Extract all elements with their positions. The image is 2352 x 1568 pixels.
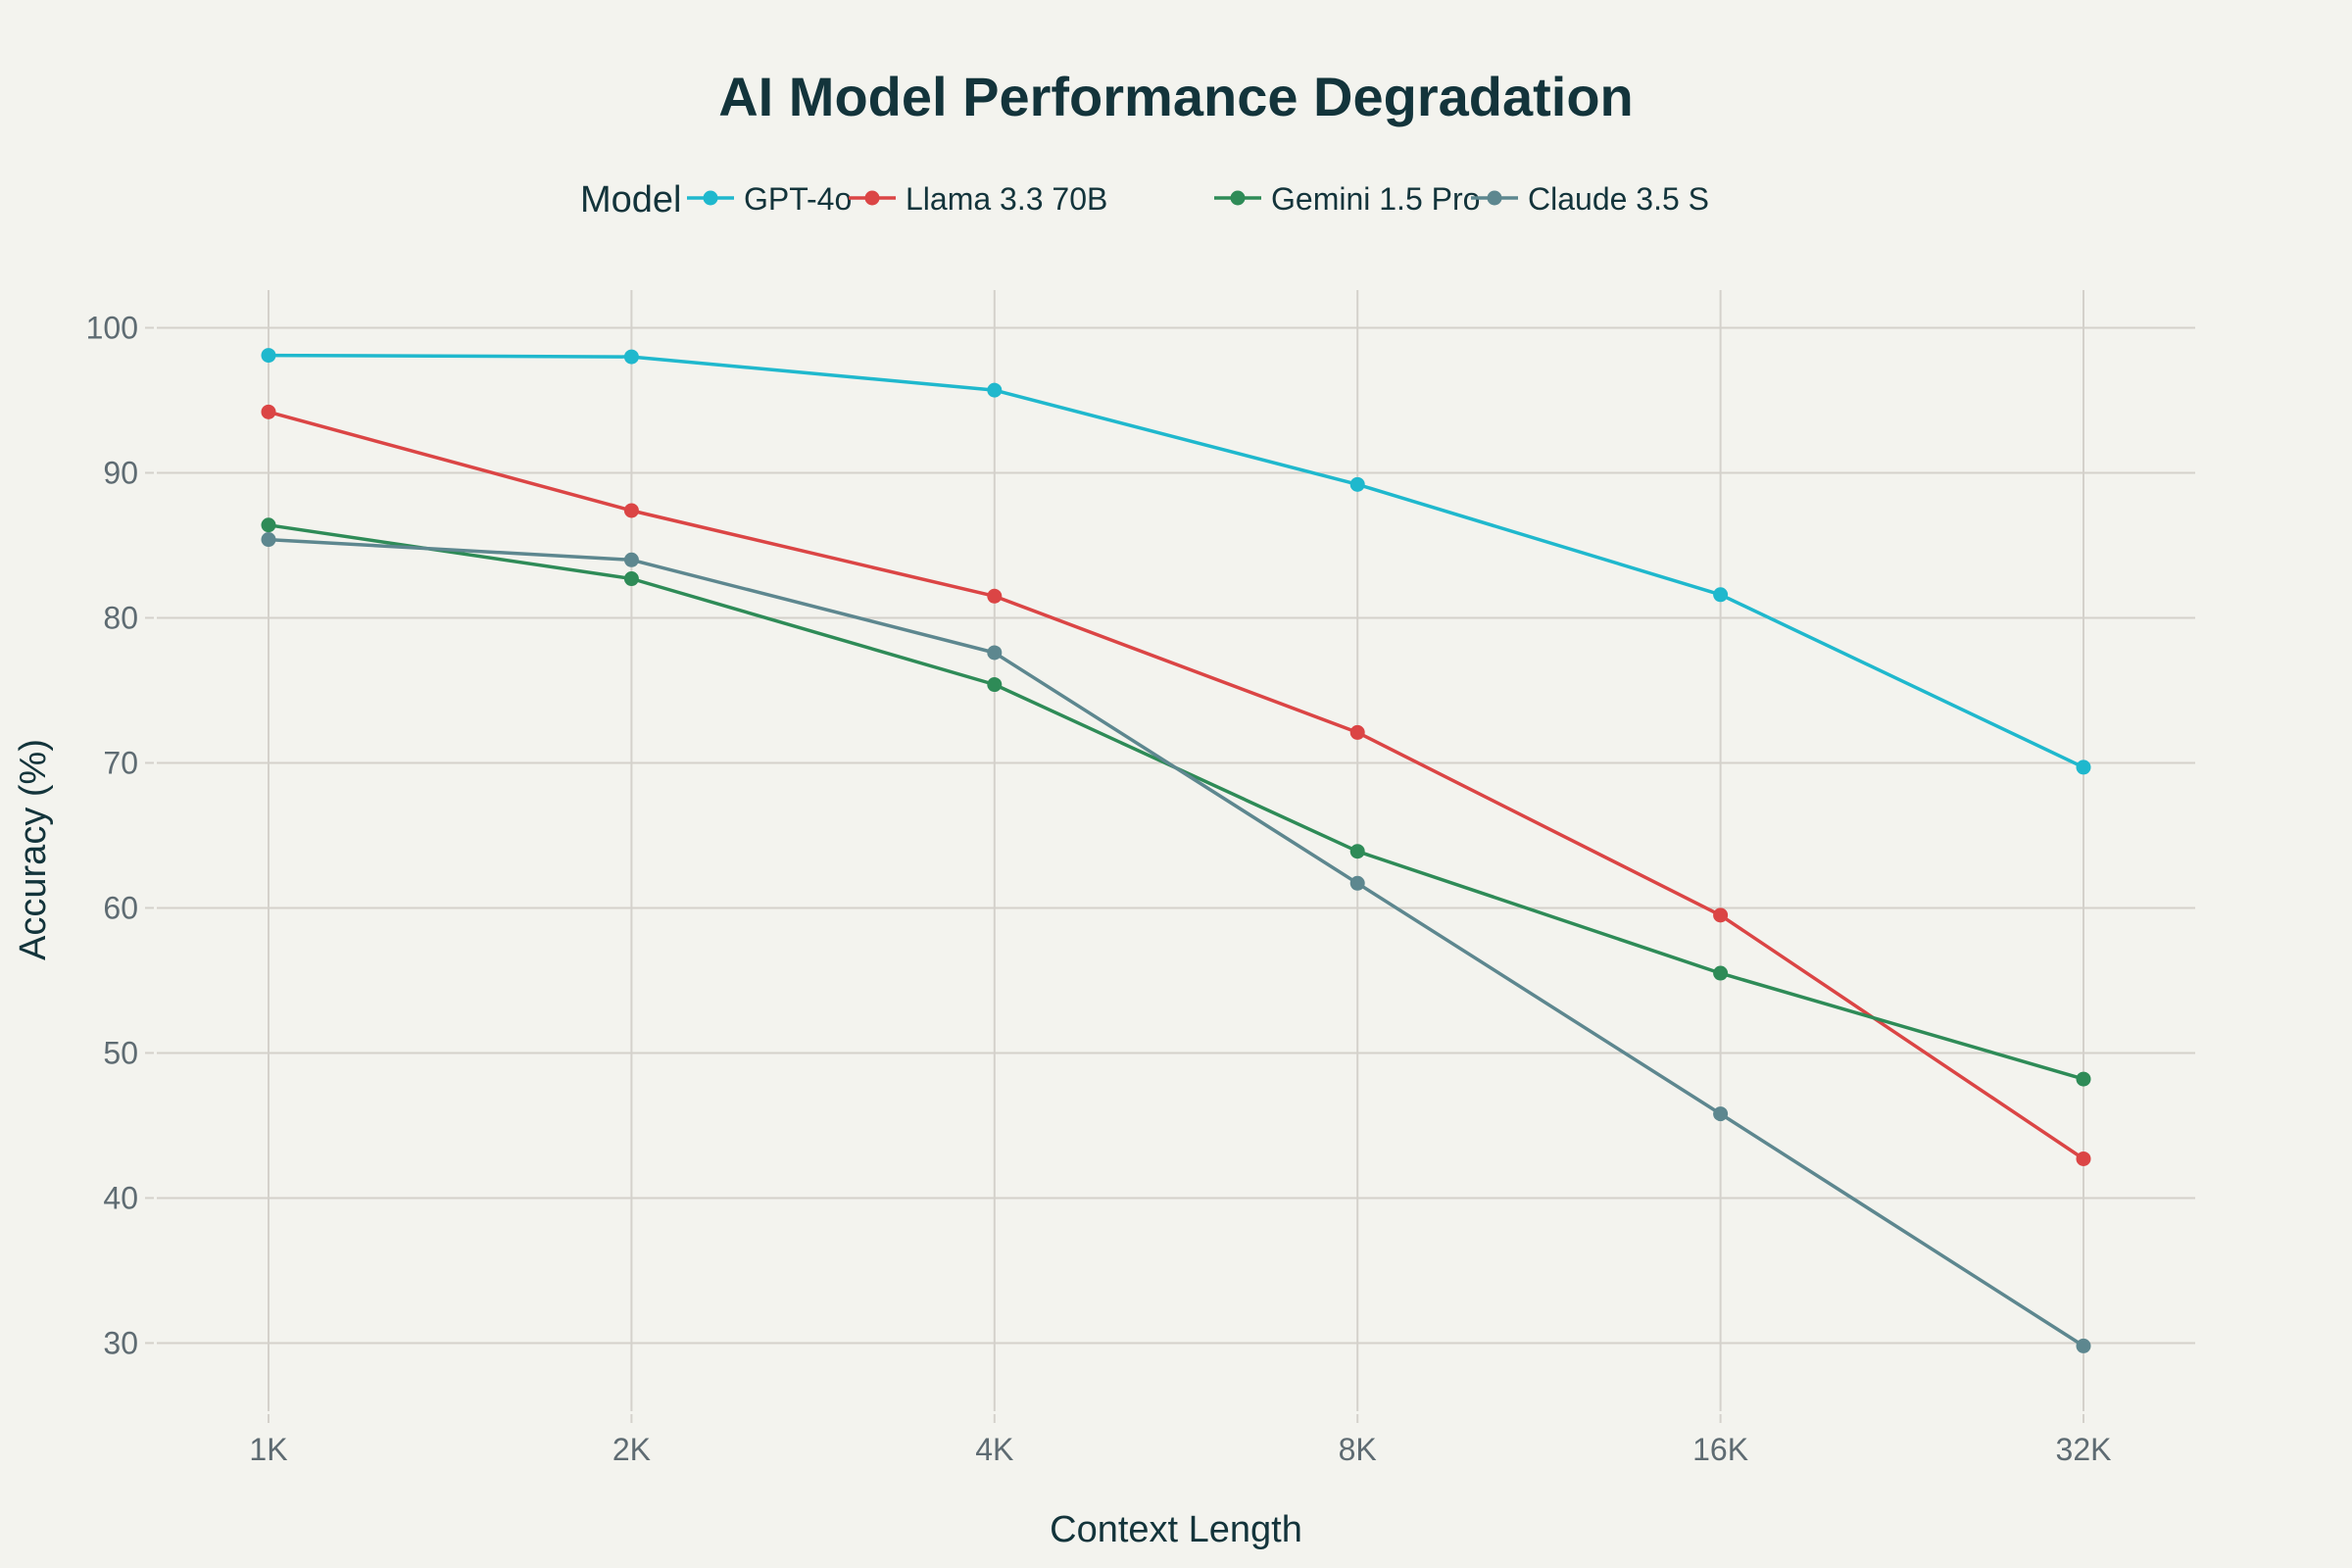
x-tick-label: 32K xyxy=(2056,1432,2112,1467)
legend-item-gpt-4o[interactable]: GPT-4o xyxy=(687,181,852,217)
legend-item-claude-3-5-s[interactable]: Claude 3.5 S xyxy=(1471,181,1709,217)
x-axis: 1K 2K 4K 8K 16K 32K xyxy=(249,1414,2111,1467)
legend-swatch-marker xyxy=(864,190,880,206)
x-axis-title: Context Length xyxy=(1050,1509,1302,1550)
data-point-claude-3-5-s[interactable] xyxy=(1349,875,1365,891)
data-point-gemini-1-5-pro[interactable] xyxy=(2076,1071,2091,1087)
data-point-llama-3-3-70b[interactable] xyxy=(1349,724,1365,740)
series-claude-3-5-s xyxy=(261,532,2091,1353)
data-point-llama-3-3-70b[interactable] xyxy=(2076,1151,2091,1166)
data-point-gemini-1-5-pro[interactable] xyxy=(1349,844,1365,859)
data-point-claude-3-5-s[interactable] xyxy=(623,552,639,567)
data-point-llama-3-3-70b[interactable] xyxy=(261,404,276,419)
data-point-llama-3-3-70b[interactable] xyxy=(987,588,1003,604)
data-point-claude-3-5-s[interactable] xyxy=(987,645,1003,661)
y-axis-title: Accuracy (%) xyxy=(13,739,54,960)
legend-label: Llama 3.3 70B xyxy=(906,181,1107,217)
y-tick-label: 50 xyxy=(103,1035,138,1070)
legend-label: Claude 3.5 S xyxy=(1528,181,1709,217)
data-point-gpt-4o[interactable] xyxy=(1713,587,1729,603)
legend-item-llama-3-3-70b[interactable]: Llama 3.3 70B xyxy=(849,181,1107,217)
data-point-gemini-1-5-pro[interactable] xyxy=(261,517,276,533)
chart-title: AI Model Performance Degradation xyxy=(718,66,1634,127)
x-tick-label: 4K xyxy=(975,1432,1013,1467)
data-point-gemini-1-5-pro[interactable] xyxy=(623,571,639,587)
series-gpt-4o xyxy=(261,348,2091,775)
y-tick-label: 70 xyxy=(103,745,138,780)
y-gridlines xyxy=(157,326,2195,1345)
data-point-claude-3-5-s[interactable] xyxy=(2076,1338,2091,1353)
series-layer xyxy=(261,348,2091,1353)
series-line-llama-3-3-70b xyxy=(267,410,2085,1161)
series-line-claude-3-5-s xyxy=(267,537,2085,1348)
data-point-gpt-4o[interactable] xyxy=(2076,760,2091,775)
y-tick-label: 30 xyxy=(103,1325,138,1360)
data-point-llama-3-3-70b[interactable] xyxy=(1713,907,1729,923)
y-tick-label: 60 xyxy=(103,890,138,925)
x-tick-label: 2K xyxy=(612,1432,651,1467)
y-tick-label: 40 xyxy=(103,1180,138,1215)
x-tick-label: 8K xyxy=(1339,1432,1377,1467)
legend: Model GPT-4o Llama 3.3 70B Gemini 1.5 Pro C… xyxy=(580,179,1709,220)
legend-label: GPT-4o xyxy=(744,181,852,217)
data-point-gemini-1-5-pro[interactable] xyxy=(987,677,1003,693)
legend-item-gemini-1-5-pro[interactable]: Gemini 1.5 Pro xyxy=(1214,181,1480,217)
legend-swatch-marker xyxy=(1230,190,1246,206)
legend-swatch-marker xyxy=(703,190,718,206)
data-point-gemini-1-5-pro[interactable] xyxy=(1713,965,1729,981)
x-tick-label: 16K xyxy=(1692,1432,1748,1467)
y-tick-label: 80 xyxy=(103,600,138,635)
data-point-llama-3-3-70b[interactable] xyxy=(623,503,639,518)
data-point-claude-3-5-s[interactable] xyxy=(1713,1106,1729,1122)
series-llama-3-3-70b xyxy=(261,404,2091,1166)
x-tick-label: 1K xyxy=(249,1432,287,1467)
data-point-claude-3-5-s[interactable] xyxy=(261,532,276,548)
data-point-gpt-4o[interactable] xyxy=(1349,476,1365,492)
y-axis: 30 40 50 60 70 80 90 100 xyxy=(86,310,154,1360)
y-tick-label: 90 xyxy=(103,455,138,490)
legend-swatch-marker xyxy=(1487,190,1502,206)
data-point-gpt-4o[interactable] xyxy=(261,348,276,364)
series-line-gpt-4o xyxy=(267,353,2085,769)
y-tick-label: 100 xyxy=(86,310,138,345)
data-point-gpt-4o[interactable] xyxy=(623,349,639,365)
legend-label: Gemini 1.5 Pro xyxy=(1271,181,1480,217)
data-point-gpt-4o[interactable] xyxy=(987,382,1003,398)
legend-title: Model xyxy=(580,179,682,220)
